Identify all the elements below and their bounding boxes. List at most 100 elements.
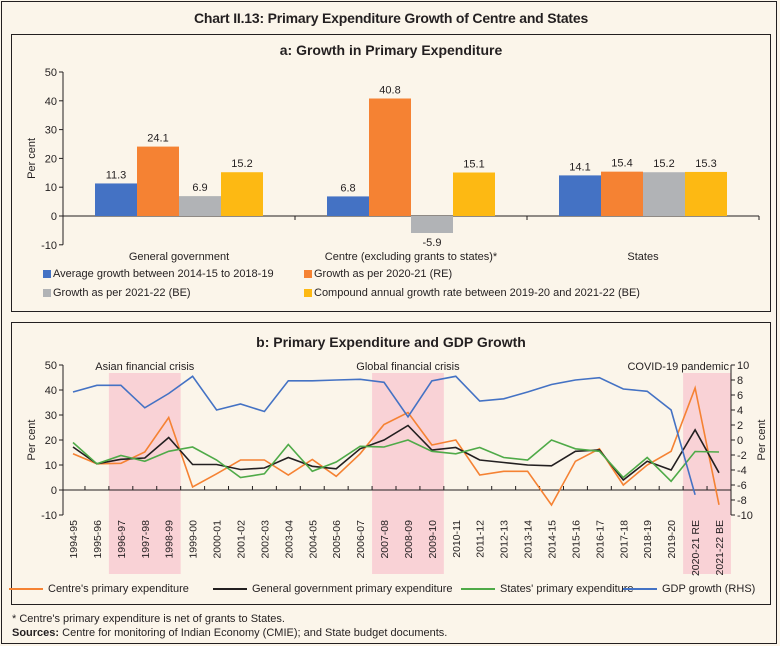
y-axis-label-right: Per cent	[756, 420, 768, 461]
bar	[369, 98, 411, 216]
x-tick-label: 2015-16	[570, 520, 582, 559]
data-label: 14.1	[569, 161, 590, 173]
x-tick-label: 1998-99	[164, 520, 176, 559]
y-tick-label-left: 20	[45, 435, 57, 447]
y-tick-label-left: 30	[45, 410, 57, 422]
bar	[643, 172, 685, 216]
legend-swatch	[43, 289, 51, 297]
x-tick-label: 2010-11	[451, 520, 463, 558]
x-category-label: General government	[129, 251, 229, 263]
bar	[95, 183, 137, 216]
line-chart: Asian financial crisis Global financial c…	[26, 360, 768, 576]
y-tick-label: 30	[45, 125, 57, 137]
legend-swatch	[304, 270, 312, 278]
series-line	[72, 375, 696, 496]
x-tick-label: 2013-14	[523, 520, 535, 559]
y-tick-label-right: 10	[737, 360, 749, 372]
y-tick-label-right: -10	[737, 510, 753, 522]
data-label: 15.1	[463, 159, 484, 171]
y-axis-label: Per cent	[26, 138, 38, 179]
x-category-label: States	[627, 251, 659, 263]
legend-item-general-govt: General government primary expenditure	[213, 583, 453, 595]
x-tick-label: 2003-04	[283, 520, 295, 559]
bar	[137, 146, 179, 216]
legend-label: GDP growth (RHS)	[662, 583, 756, 595]
legend-item-growth-re: Growth as per 2020-21 (RE)	[304, 268, 452, 280]
y-tick-label: 50	[45, 67, 57, 79]
y-tick-label-right: 2	[737, 420, 743, 432]
x-tick-label: 1995-96	[92, 520, 104, 559]
y-tick-label-left: 10	[45, 460, 57, 472]
y-tick-label-left: 40	[45, 385, 57, 397]
x-tick-label: 2021-22 BE	[714, 520, 726, 575]
x-tick-label: 2006-07	[355, 520, 367, 559]
y-tick-label: 0	[51, 211, 57, 223]
bar	[327, 196, 369, 216]
y-tick-label-left: 0	[51, 485, 57, 497]
shaded-period	[372, 373, 444, 574]
x-tick-label: 2008-09	[403, 520, 415, 559]
x-tick-label: 2016-17	[594, 520, 606, 559]
legend-line	[9, 588, 43, 590]
x-tick-label: 2009-10	[427, 520, 439, 559]
legend-item-avg-growth: Average growth between 2014-15 to 2018-1…	[43, 268, 274, 280]
data-label: 6.8	[340, 182, 355, 194]
shaded-period-label: Asian financial crisis	[95, 361, 195, 373]
y-tick-label-right: -6	[737, 480, 747, 492]
x-tick-label: 2019-20	[666, 520, 678, 559]
y-tick-label-left: 50	[45, 360, 57, 372]
data-label: 15.2	[653, 158, 674, 170]
legend-item-centre: Centre's primary expenditure	[9, 583, 189, 595]
series-line	[72, 385, 720, 507]
bar	[179, 196, 221, 216]
x-tick-label: 2012-13	[499, 520, 511, 559]
legend-label: Growth as per 2021-22 (BE)	[53, 287, 191, 299]
legend-item-states: States' primary expenditure	[461, 583, 634, 595]
y-tick-label-right: -2	[737, 450, 747, 462]
shaded-period-label: COVID-19 pandemic	[627, 361, 729, 373]
legend-label: Centre's primary expenditure	[48, 583, 189, 595]
x-tick-label: 2007-08	[379, 520, 391, 559]
y-tick-label-right: 0	[737, 435, 743, 447]
y-tick-label-right: -8	[737, 495, 747, 507]
y-tick-label-right: -4	[737, 465, 747, 477]
bar	[559, 175, 601, 216]
chart-title: Chart II.13: Primary Expenditure Growth …	[193, 10, 589, 26]
data-label: 24.1	[147, 133, 168, 145]
y-tick-label: 20	[45, 153, 57, 165]
y-tick-label: 10	[45, 182, 57, 194]
bar	[411, 216, 453, 233]
sources-line: Sources: Centre for monitoring of Indian…	[12, 627, 447, 639]
series-line	[72, 439, 720, 483]
data-label: 40.8	[379, 84, 400, 96]
panel-b: b: Primary Expenditure and GDP Growth As…	[9, 322, 771, 605]
legend-line	[623, 588, 657, 590]
legend-item-growth-be: Growth as per 2021-22 (BE)	[43, 287, 191, 299]
sources-label: Sources:	[12, 627, 60, 639]
data-label: -5.9	[423, 237, 442, 249]
legend-item-cagr: Compound annual growth rate between 2019…	[304, 287, 640, 299]
data-label: 15.4	[611, 158, 632, 170]
x-tick-label: 2018-19	[642, 520, 654, 559]
x-tick-label: 1999-00	[188, 520, 200, 559]
y-tick-label-right: 4	[737, 405, 743, 417]
x-tick-label: 2014-15	[547, 520, 559, 559]
data-label: 6.9	[192, 182, 207, 194]
y-tick-label: -10	[41, 240, 57, 252]
legend-item-gdp: GDP growth (RHS)	[623, 583, 755, 595]
bar	[453, 172, 495, 216]
y-tick-label-right: 8	[737, 375, 743, 387]
legend-label: Average growth between 2014-15 to 2018-1…	[53, 268, 274, 280]
x-tick-label: 1994-95	[68, 520, 80, 559]
x-tick-label: 2000-01	[212, 520, 224, 559]
y-axis-label-left: Per cent	[26, 420, 38, 461]
legend-line	[461, 588, 495, 590]
data-label: 15.3	[695, 158, 716, 170]
panel-a-title: a: Growth in Primary Expenditure	[279, 42, 503, 58]
x-tick-label: 1997-98	[140, 520, 152, 559]
legend-swatch	[304, 289, 312, 297]
bar	[601, 171, 643, 216]
panel-b-title: b: Primary Expenditure and GDP Growth	[256, 334, 526, 350]
data-label: 11.3	[106, 169, 127, 181]
